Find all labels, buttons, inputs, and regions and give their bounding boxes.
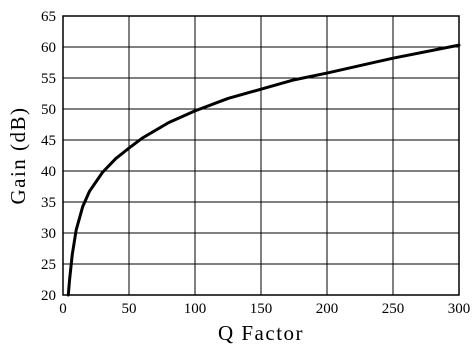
y-tick-label: 40 <box>41 164 56 180</box>
x-axis-label: Q Factor <box>218 321 304 345</box>
x-tick-label: 300 <box>448 301 471 317</box>
y-tick-label: 65 <box>41 9 56 25</box>
x-tick-label: 0 <box>59 301 67 317</box>
y-tick-label: 25 <box>41 257 56 273</box>
y-axis-label: Gain (dB) <box>6 106 30 204</box>
series-layer <box>66 43 461 297</box>
y-tick-label: 45 <box>41 133 56 149</box>
x-tick-labels: 0 50 100 150 200 250 300 <box>59 301 470 317</box>
y-tick-label: 20 <box>41 288 56 304</box>
plot-frame <box>62 15 460 296</box>
x-tick-label: 150 <box>250 301 273 317</box>
x-tick-label: 250 <box>382 301 405 317</box>
y-tick-label: 60 <box>41 40 56 56</box>
x-tick-label: 50 <box>122 301 137 317</box>
y-tick-label: 30 <box>41 226 56 242</box>
y-tick-label: 50 <box>41 102 56 118</box>
y-tick-labels: 20 25 30 35 40 45 50 55 60 65 <box>41 9 56 304</box>
y-tick-label: 55 <box>41 71 56 87</box>
x-tick-label: 100 <box>184 301 207 317</box>
y-tick-label: 35 <box>41 195 56 211</box>
x-tick-label: 200 <box>316 301 339 317</box>
gain-curve <box>66 43 461 297</box>
